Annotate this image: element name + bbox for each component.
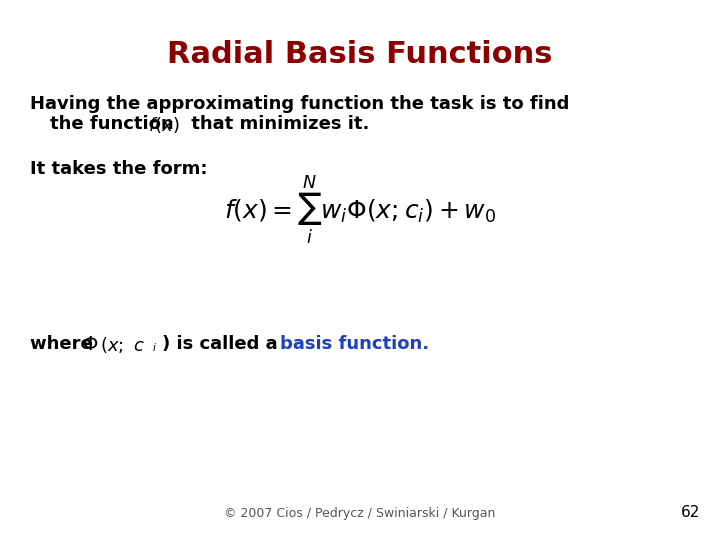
Text: $\Phi$: $\Phi$ [82, 335, 98, 354]
Text: ) is called a: ) is called a [162, 335, 284, 353]
Text: $f(x) = \sum_{i}^{N} w_i\Phi(x;c_i) + w_0$: $f(x) = \sum_{i}^{N} w_i\Phi(x;c_i) + w_… [224, 173, 496, 247]
Text: It takes the form:: It takes the form: [30, 160, 207, 178]
Text: the function: the function [50, 115, 180, 133]
Text: basis function.: basis function. [280, 335, 429, 353]
Text: $(x;\ c$: $(x;\ c$ [100, 335, 145, 355]
Text: © 2007 Cios / Pedrycz / Swiniarski / Kurgan: © 2007 Cios / Pedrycz / Swiniarski / Kur… [225, 507, 495, 520]
Text: $f(x)$: $f(x)$ [148, 115, 179, 135]
Text: Having the approximating function the task is to find: Having the approximating function the ta… [30, 95, 570, 113]
Text: Radial Basis Functions: Radial Basis Functions [167, 40, 553, 69]
Text: 62: 62 [680, 505, 700, 520]
Text: where: where [30, 335, 99, 353]
Text: that minimizes it.: that minimizes it. [185, 115, 369, 133]
Text: $_i$: $_i$ [152, 339, 157, 354]
